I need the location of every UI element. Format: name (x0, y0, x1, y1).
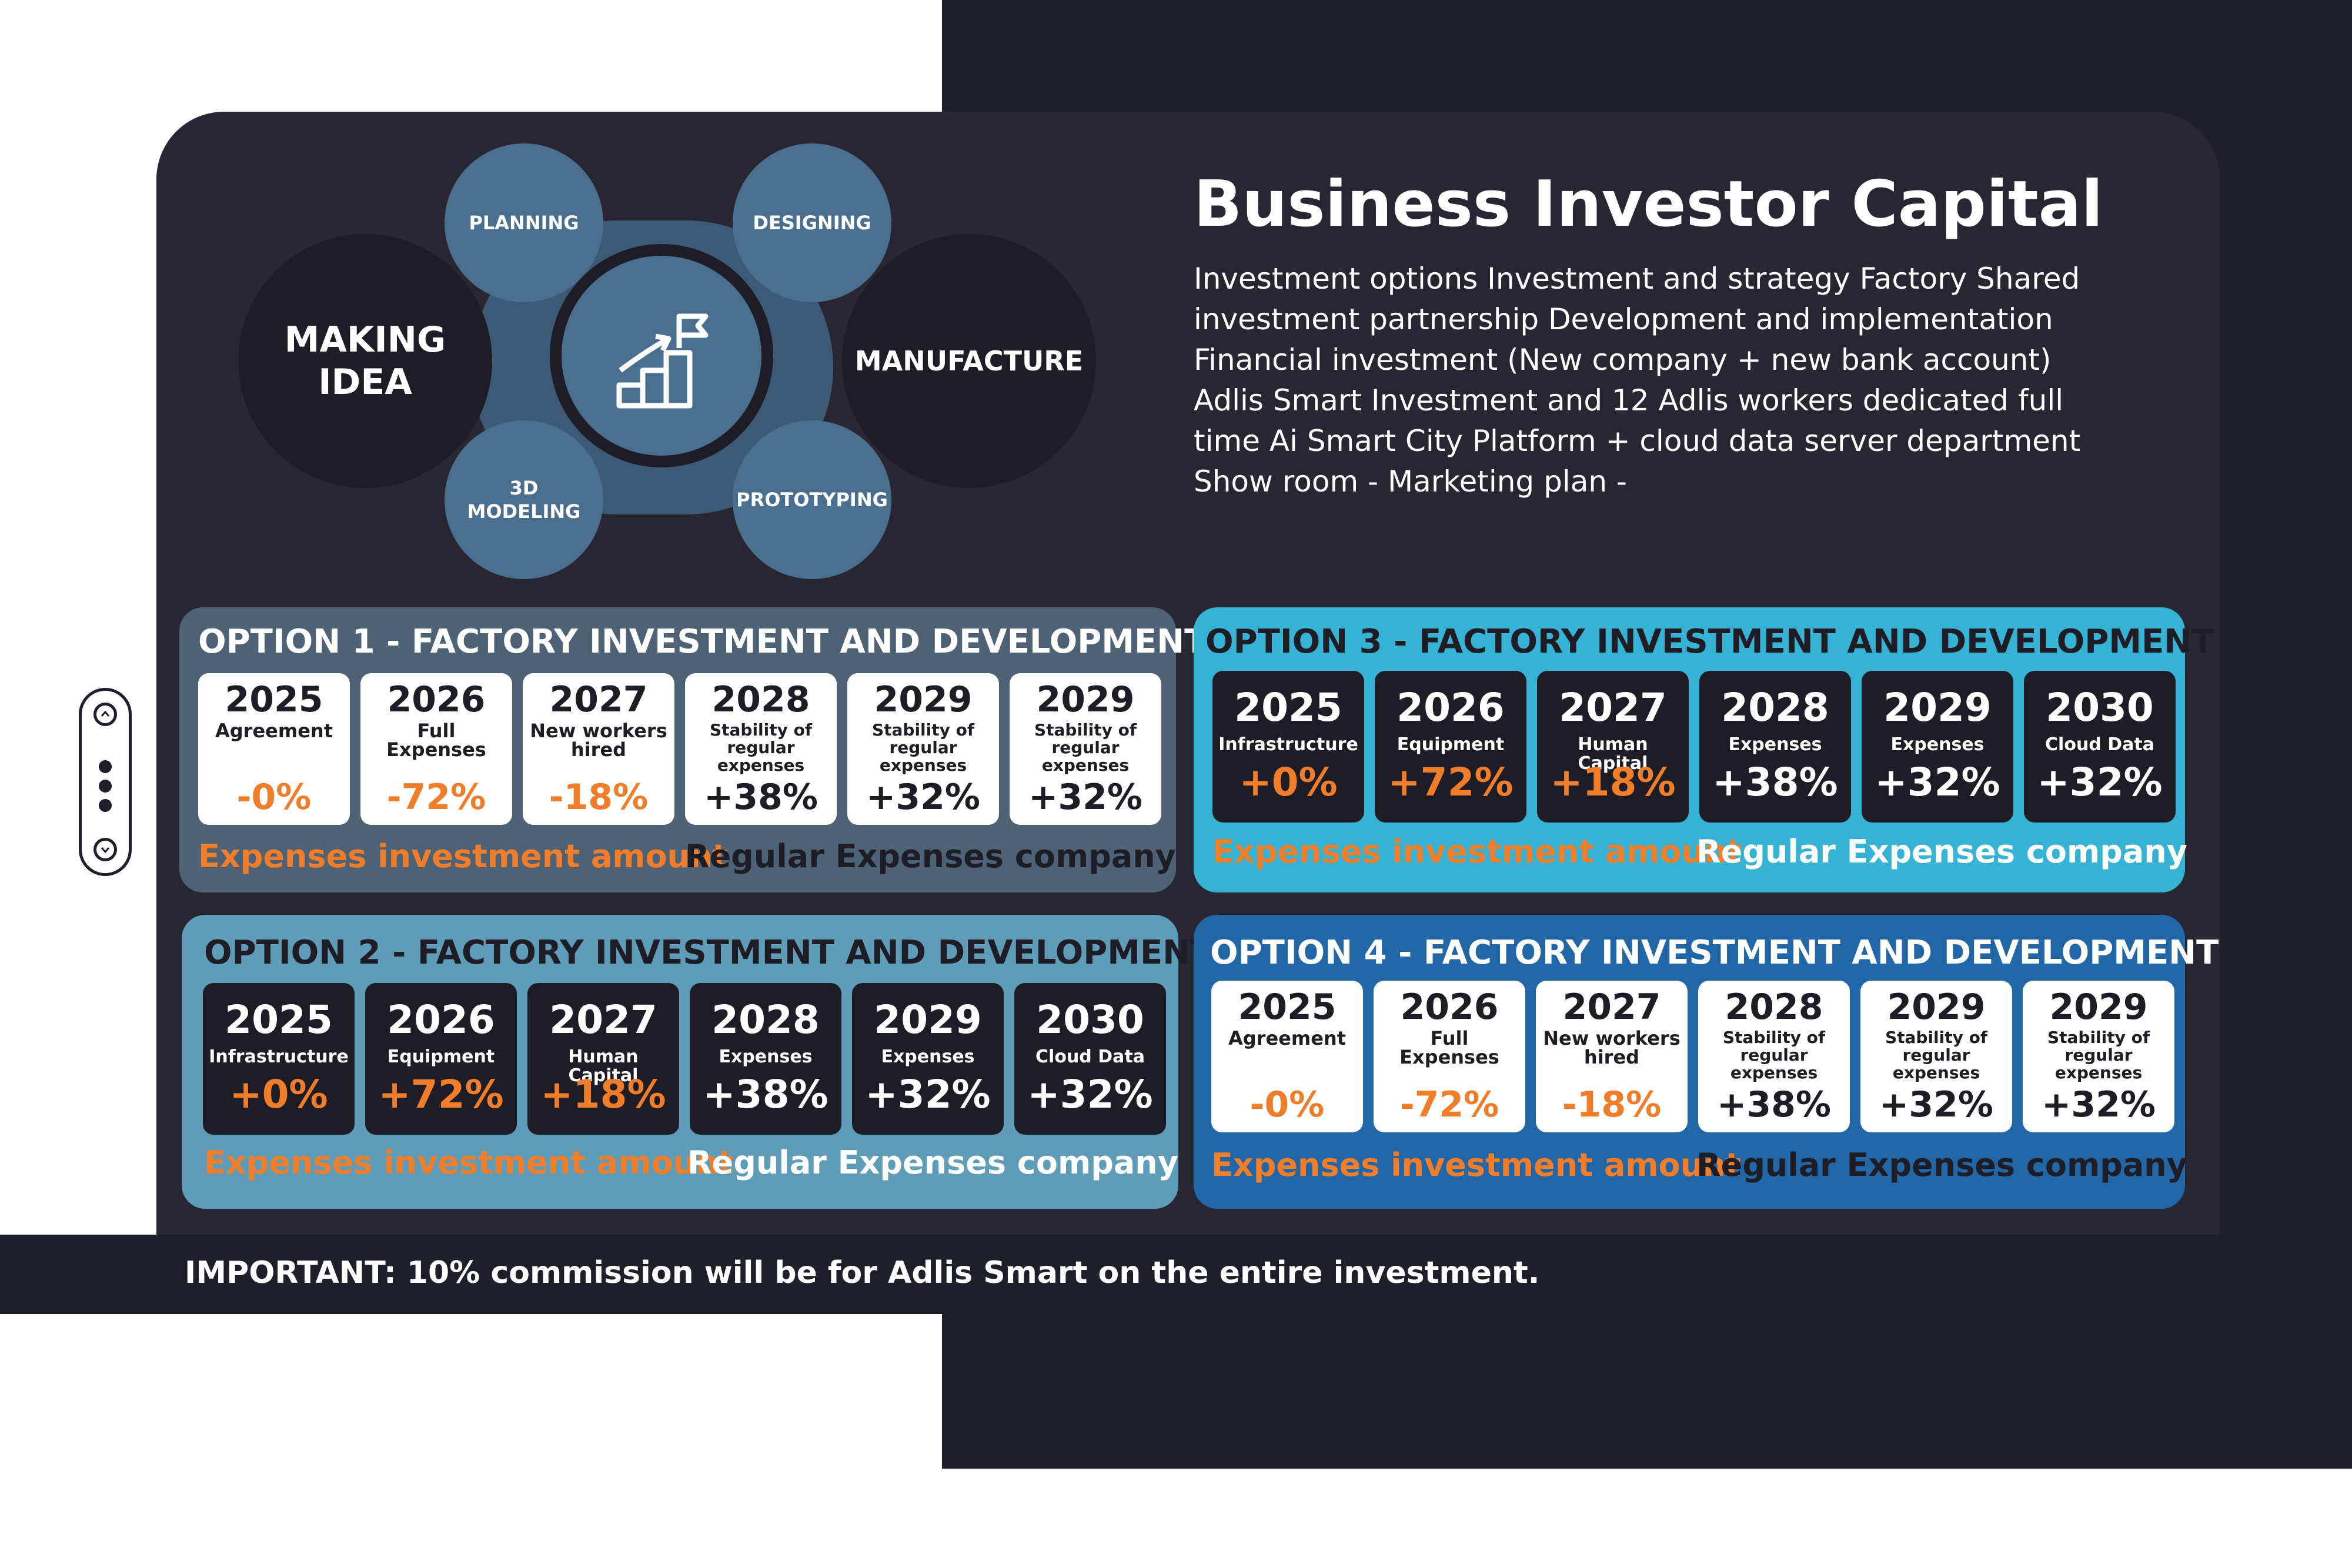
growth-chart-flag-icon (616, 313, 709, 409)
option-3-panel: OPTION 3 - FACTORY INVESTMENT AND DEVELO… (1194, 607, 2214, 892)
year-card: 2029 Stability of regular expenses +32% (2023, 981, 2174, 1132)
option-2-panel: OPTION 2 - FACTORY INVESTMENT AND DEVELO… (182, 915, 1212, 1209)
year-card: 2028 Expenses +38% (690, 983, 841, 1135)
year-card: 2025 Agreement -0% (198, 673, 350, 825)
intro-text: Investment options Investment and strate… (1194, 262, 2081, 499)
making-idea-circle: MAKING IDEA (238, 234, 492, 488)
year-card: 2028 Stability of regular expenses +38% (1698, 981, 1850, 1132)
year-card: 2030 Cloud Data +32% (1014, 983, 1166, 1135)
year-card: 2028 Expenses +38% (1699, 671, 1851, 823)
center-circle (562, 256, 761, 456)
year-card: 2028 Stability of regular expenses +38% (685, 673, 837, 825)
legend-regular-expenses: Regular Expenses company (685, 838, 1176, 875)
year-card: 2030 Cloud Data +32% (2024, 671, 2176, 823)
legend-regular-expenses: Regular Expenses company (687, 1144, 1178, 1181)
year-card: 2029 Stability of regular expenses +32% (1860, 981, 2012, 1132)
year-card: 2029 Stability of regular expenses +32% (1010, 673, 1161, 825)
year-card: 2027 New workers hired -18% (1536, 981, 1688, 1132)
prototyping-circle: PROTOTYPING (733, 420, 891, 579)
year-card: 2026 Full Expenses -72% (1374, 981, 1525, 1132)
manufacture-circle: MANUFACTURE (842, 234, 1096, 488)
year-card: 2025 Infrastructure +0% (203, 983, 355, 1135)
footer-bar (0, 1235, 2220, 1314)
planning-circle: PLANNING (445, 143, 603, 302)
legend-regular-expenses: Regular Expenses company (1696, 1146, 2187, 1183)
year-card: 2029 Stability of regular expenses +32% (847, 673, 999, 825)
option-1-panel: OPTION 1 - FACTORY INVESTMENT AND DEVELO… (179, 607, 1207, 892)
legend-expenses-investment: Expenses investment amount (204, 1144, 734, 1181)
designing-label: DESIGNING (753, 212, 871, 234)
option-cards: 2025 Agreement -0% 2026 Full Expenses -72% 2… (1211, 981, 2185, 1132)
year-card: 2027 Human Capital +18% (527, 983, 679, 1135)
side-navigation (79, 688, 132, 876)
year-card: 2025 Infrastructure +0% (1212, 671, 1364, 823)
modeling-label: 3D MODELING (467, 477, 581, 523)
manufacture-label: MANUFACTURE (854, 345, 1084, 377)
chevron-up-icon[interactable] (93, 703, 117, 726)
more-vertical-icon[interactable] (99, 760, 112, 818)
designing-circle: DESIGNING (733, 143, 891, 302)
year-card: 2025 Agreement -0% (1211, 981, 1363, 1132)
legend-expenses-investment: Expenses investment amount (198, 838, 728, 875)
option-title: OPTION 1 - FACTORY INVESTMENT AND DEVELO… (198, 623, 1207, 661)
year-card: 2027 New workers hired -18% (523, 673, 674, 825)
prototyping-label: PROTOTYPING (736, 489, 888, 511)
important-note: IMPORTANT: 10% commission will be for Ad… (185, 1255, 1540, 1290)
option-title: OPTION 3 - FACTORY INVESTMENT AND DEVELO… (1205, 623, 2214, 661)
option-cards: 2025 Infrastructure +0% 2026 Equipment +72% … (203, 983, 1177, 1135)
year-card: 2027 Human Capital +18% (1537, 671, 1689, 823)
option-4-panel: OPTION 4 - FACTORY INVESTMENT AND DEVELO… (1194, 915, 2219, 1209)
legend-expenses-investment: Expenses investment amount (1212, 833, 1742, 870)
year-card: 2026 Equipment +72% (365, 983, 517, 1135)
planning-label: PLANNING (469, 212, 579, 234)
process-diagram: PLANNING DESIGNING 3D MODELING PROTOTYPIN… (223, 135, 1123, 594)
page-title: Business Investor Capital (1194, 168, 2103, 241)
year-card: 2026 Full Expenses -72% (360, 673, 512, 825)
year-card: 2029 Expenses +32% (1862, 671, 2013, 823)
option-title: OPTION 2 - FACTORY INVESTMENT AND DEVELO… (204, 934, 1213, 972)
option-cards: 2025 Infrastructure +0% 2026 Equipment +72% … (1212, 671, 2186, 823)
year-card: 2029 Expenses +32% (852, 983, 1004, 1135)
option-title: OPTION 4 - FACTORY INVESTMENT AND DEVELO… (1210, 934, 2219, 972)
option-cards: 2025 Agreement -0% 2026 Full Expenses -72% 2… (198, 673, 1172, 825)
modeling-circle: 3D MODELING (445, 420, 603, 579)
legend-regular-expenses: Regular Expenses company (1696, 833, 2187, 870)
year-card: 2026 Equipment +72% (1375, 671, 1526, 823)
legend-expenses-investment: Expenses investment amount (1211, 1146, 1741, 1183)
making-idea-label: MAKING IDEA (284, 319, 446, 403)
chevron-down-icon[interactable] (93, 838, 117, 861)
